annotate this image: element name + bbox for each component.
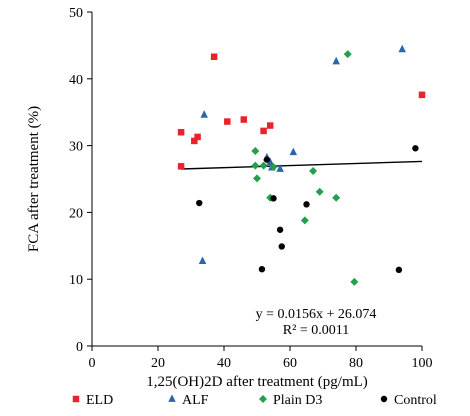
control-point [270,195,277,202]
control-point [263,156,271,163]
alf-point [276,164,284,172]
plain-d3-point [259,161,268,170]
legend-eld-label: ELD [86,393,113,408]
control-point [303,201,310,208]
x-tick-label: 40 [217,356,231,371]
control-point [258,265,266,273]
legend-alf-marker [168,394,176,402]
y-tick-label: 0 [76,340,83,355]
x-tick-label: 80 [349,356,363,371]
control-point [276,226,284,233]
y-axis-title: FCA after treatment (%) [26,106,42,252]
x-tick-label: 0 [89,356,96,371]
plain-d3-point [269,162,278,171]
x-axis-title: 1,25(OH)2D after treatment (pg/mL) [146,374,368,390]
alf-point [289,147,298,156]
trendline [181,160,423,170]
control-point [278,243,285,250]
legend-alf-label: ALF [182,393,209,408]
eld-point [224,118,231,125]
eld-point [191,137,198,145]
y-tick-label: 10 [69,273,83,288]
trendline-group [181,160,423,170]
r-squared-label: R² = 0.0011 [283,323,349,338]
eld-point [266,122,274,129]
y-tick-label: 50 [69,6,83,21]
alf-point [200,110,208,118]
control-point [196,199,203,207]
plain-d3-point [332,193,341,202]
eld-point [240,116,248,123]
control-point [395,266,403,274]
eld-point [260,127,267,135]
axes [91,12,422,347]
tick-labels: 0 10 20 30 40 50 0 20 40 60 80 100 [69,6,433,371]
eld-point [194,133,201,141]
alf-point [266,157,274,166]
alf-point [398,44,406,53]
eld-point [210,53,218,61]
data-points [177,44,426,286]
plain-d3-point [343,50,352,59]
legend: ELD ALF Plain D3 Control [72,393,437,408]
plain-d3-point [253,174,261,183]
plain-d3-point [251,146,260,155]
plain-d3-point [309,166,318,175]
eld-point [177,163,185,170]
plain-d3-point [315,187,324,196]
x-tick-label: 20 [151,356,165,371]
y-tick-label: 40 [69,73,83,88]
eld-point [418,91,426,99]
legend-eld-marker [72,395,80,403]
legend-control-label: Control [394,393,437,408]
plain-d3-point [300,216,309,225]
trendline-equation: y = 0.0156x + 26.074 [256,307,377,322]
alf-point [198,256,207,265]
legend-plain-d3-label: Plain D3 [273,393,322,408]
alf-point [332,56,340,65]
plain-d3-point [251,161,260,170]
plain-d3-point [350,277,359,286]
legend-plain-d3-marker [259,395,267,403]
y-tick-label: 20 [69,206,83,221]
x-tick-label: 60 [283,356,297,371]
control-point [412,145,419,152]
y-tick-label: 30 [69,140,83,155]
legend-control-marker [380,395,388,403]
x-tick-label: 100 [412,356,433,371]
eld-point [177,128,185,136]
